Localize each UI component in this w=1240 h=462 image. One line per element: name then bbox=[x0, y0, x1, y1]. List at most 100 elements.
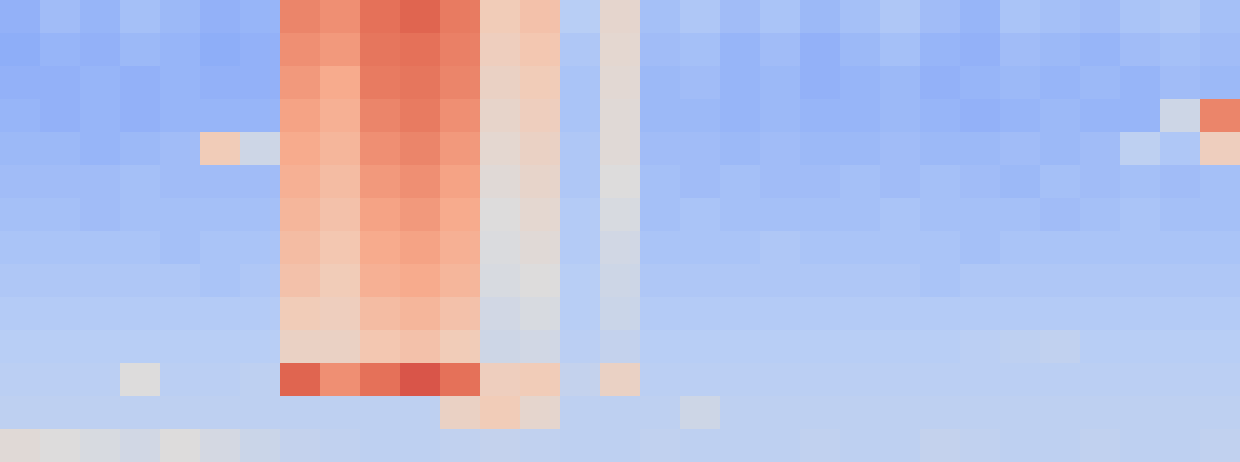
cell bbox=[640, 198, 681, 232]
cell bbox=[320, 231, 361, 265]
cell bbox=[480, 132, 521, 166]
cell bbox=[1000, 198, 1041, 232]
cell bbox=[1200, 330, 1240, 364]
cell bbox=[880, 165, 921, 199]
cell bbox=[440, 231, 481, 265]
cell bbox=[1040, 363, 1081, 397]
cell bbox=[280, 363, 321, 397]
cell bbox=[1160, 363, 1201, 397]
cell bbox=[520, 198, 561, 232]
cell bbox=[480, 396, 521, 430]
cell bbox=[560, 0, 601, 34]
cell bbox=[760, 264, 801, 298]
cell bbox=[1200, 429, 1240, 462]
cell bbox=[640, 132, 681, 166]
cell bbox=[640, 231, 681, 265]
cell bbox=[400, 33, 441, 67]
cell bbox=[680, 198, 721, 232]
cell bbox=[1200, 363, 1240, 397]
cell bbox=[280, 429, 321, 462]
cell bbox=[40, 165, 81, 199]
cell bbox=[840, 363, 881, 397]
cell bbox=[600, 33, 641, 67]
cell bbox=[1160, 198, 1201, 232]
cell bbox=[920, 429, 961, 462]
cell bbox=[760, 429, 801, 462]
cell bbox=[920, 231, 961, 265]
cell bbox=[320, 165, 361, 199]
cell bbox=[840, 33, 881, 67]
cell bbox=[560, 165, 601, 199]
cell bbox=[1000, 0, 1041, 34]
cell bbox=[120, 0, 161, 34]
cell bbox=[560, 66, 601, 100]
cell bbox=[920, 0, 961, 34]
cell bbox=[40, 429, 81, 462]
cell bbox=[520, 165, 561, 199]
cell bbox=[560, 33, 601, 67]
cell bbox=[280, 99, 321, 133]
cell bbox=[160, 330, 201, 364]
cell bbox=[720, 231, 761, 265]
cell bbox=[280, 132, 321, 166]
cell bbox=[200, 429, 241, 462]
cell bbox=[600, 198, 641, 232]
cell bbox=[640, 297, 681, 331]
cell bbox=[1080, 99, 1121, 133]
cell bbox=[920, 99, 961, 133]
cell bbox=[280, 0, 321, 34]
cell bbox=[80, 231, 121, 265]
cell bbox=[1000, 264, 1041, 298]
cell bbox=[200, 363, 241, 397]
cell bbox=[0, 231, 41, 265]
cell bbox=[1120, 66, 1161, 100]
cell bbox=[1080, 33, 1121, 67]
cell bbox=[720, 99, 761, 133]
cell bbox=[160, 198, 201, 232]
cell bbox=[760, 33, 801, 67]
cell bbox=[640, 33, 681, 67]
cell bbox=[320, 429, 361, 462]
cell bbox=[800, 297, 841, 331]
cell bbox=[680, 165, 721, 199]
cell bbox=[1040, 132, 1081, 166]
cell bbox=[880, 330, 921, 364]
cell bbox=[1040, 66, 1081, 100]
cell bbox=[800, 0, 841, 34]
cell bbox=[680, 330, 721, 364]
cell bbox=[1120, 231, 1161, 265]
cell bbox=[560, 198, 601, 232]
cell bbox=[560, 297, 601, 331]
cell bbox=[240, 429, 281, 462]
cell bbox=[400, 0, 441, 34]
cell bbox=[200, 231, 241, 265]
cell bbox=[1160, 297, 1201, 331]
cell bbox=[400, 198, 441, 232]
cell bbox=[480, 363, 521, 397]
cell bbox=[480, 0, 521, 34]
cell bbox=[960, 99, 1001, 133]
cell bbox=[280, 165, 321, 199]
cell bbox=[800, 66, 841, 100]
cell bbox=[720, 363, 761, 397]
cell bbox=[520, 99, 561, 133]
cell bbox=[40, 33, 81, 67]
cell bbox=[880, 33, 921, 67]
cell bbox=[1080, 429, 1121, 462]
cell bbox=[480, 165, 521, 199]
cell bbox=[120, 429, 161, 462]
cell bbox=[0, 297, 41, 331]
cell bbox=[240, 99, 281, 133]
cell bbox=[1000, 396, 1041, 430]
cell bbox=[80, 297, 121, 331]
cell bbox=[120, 165, 161, 199]
cell bbox=[600, 363, 641, 397]
cell bbox=[680, 99, 721, 133]
cell bbox=[920, 132, 961, 166]
cell bbox=[840, 198, 881, 232]
chart bbox=[0, 0, 1240, 462]
cell bbox=[440, 0, 481, 34]
cell bbox=[400, 99, 441, 133]
cell bbox=[120, 297, 161, 331]
cell bbox=[800, 330, 841, 364]
